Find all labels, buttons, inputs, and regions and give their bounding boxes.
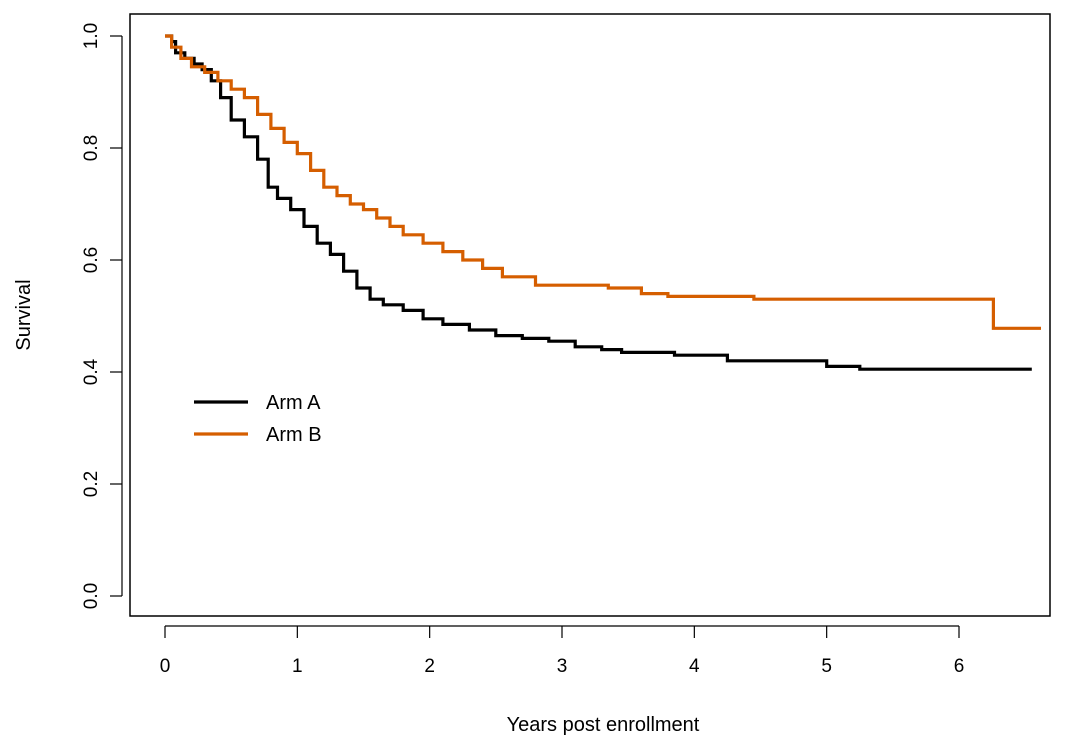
x-tick-label: 3 bbox=[557, 656, 568, 677]
x-axis: 0 1 2 3 4 5 6 bbox=[160, 625, 965, 677]
series-line-arm-a bbox=[165, 34, 1032, 371]
x-tick-label: 4 bbox=[689, 656, 700, 677]
y-tick-label: 0.4 bbox=[81, 358, 102, 385]
x-tick-label: 1 bbox=[292, 656, 303, 677]
legend-label: Arm B bbox=[266, 424, 322, 446]
y-axis-title: Survival bbox=[13, 279, 35, 350]
x-tick-label: 2 bbox=[424, 656, 435, 677]
y-tick-label: 0.2 bbox=[81, 471, 102, 497]
x-tick-label: 0 bbox=[160, 656, 171, 677]
y-tick-label: 0.6 bbox=[81, 247, 102, 273]
x-tick-label: 6 bbox=[954, 656, 965, 677]
series-line-arm-b bbox=[165, 34, 1041, 330]
legend: Arm A Arm B bbox=[194, 392, 322, 446]
plot-frame bbox=[129, 13, 1051, 617]
legend-label: Arm A bbox=[266, 392, 321, 414]
y-tick-label: 1.0 bbox=[81, 23, 102, 49]
x-axis-title: Years post enrollment bbox=[507, 714, 700, 736]
y-axis: 0.0 0.2 0.4 0.6 0.8 1.0 bbox=[81, 23, 123, 609]
y-tick-label: 0.8 bbox=[81, 135, 102, 161]
x-tick-label: 5 bbox=[821, 656, 832, 677]
y-tick-label: 0.0 bbox=[81, 583, 102, 609]
series-layer bbox=[165, 34, 1041, 371]
